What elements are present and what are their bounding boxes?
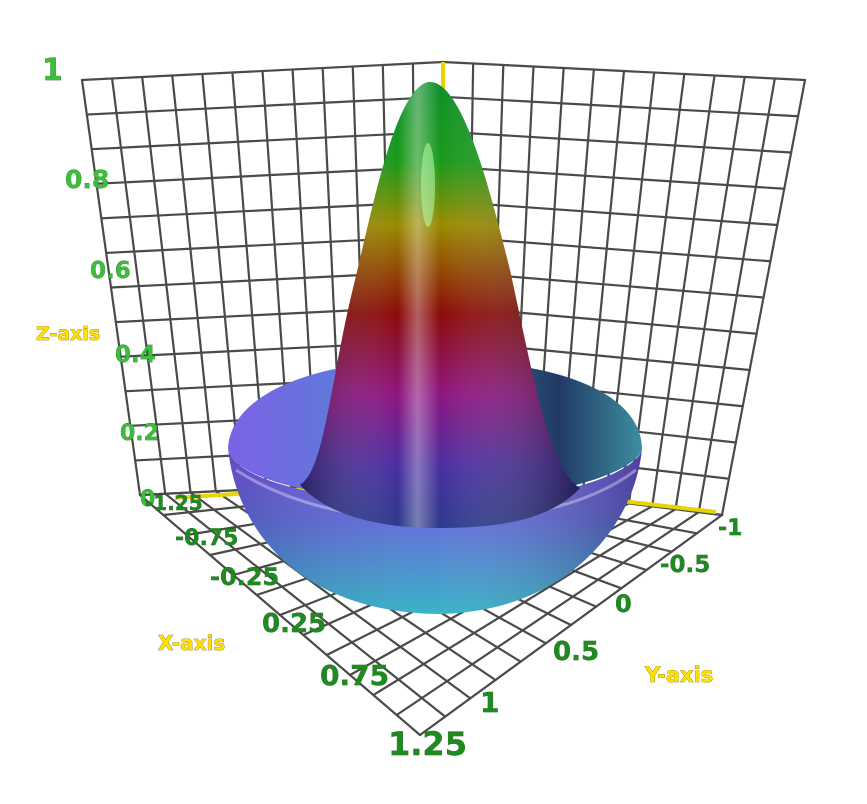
surface-mesh (228, 81, 642, 614)
left-wall-hline (80, 60, 445, 82)
axis-labels: 0 0.2 0.4 0.6 0.8 1 -1.25 -0.75 -0.25 0.25 0.75 1.2… (36, 53, 743, 763)
left-wall-hline (90, 130, 445, 151)
floor-line-a (395, 510, 700, 717)
z-axis-title: Z-axis (36, 323, 100, 345)
x-tick-label: -1.25 (145, 491, 203, 515)
z-tick-label: 0.6 (90, 258, 131, 284)
z-tick-label: 0.8 (65, 165, 109, 194)
right-wall-vline (697, 77, 776, 514)
right-wall-hline (441, 130, 793, 154)
z-tick-label: 0 (140, 487, 155, 512)
right-wall-vline (720, 78, 807, 517)
y-tick-label: 0.5 (553, 637, 599, 667)
z-tick-label: 1 (42, 53, 63, 88)
right-wall-hline (441, 60, 807, 82)
y-tick-label: 0 (615, 590, 632, 618)
floor-line-a (418, 513, 724, 737)
y-tick-label: 1 (480, 686, 499, 719)
x-axis-title: X-axis (158, 631, 225, 655)
x-tick-label: -0.75 (175, 526, 238, 551)
x-tick-label: 0.25 (262, 609, 326, 639)
x-tick-label: 1.25 (388, 725, 467, 763)
y-tick-label: -1 (718, 516, 742, 541)
right-wall-hline (441, 95, 800, 118)
y-tick-label: -0.5 (660, 552, 710, 578)
right-wall-vline (651, 74, 716, 508)
x-tick-label: 0.75 (320, 659, 389, 692)
left-wall-hline (85, 95, 445, 116)
x-tick-label: -0.25 (210, 563, 279, 591)
y-axis-title: Y-axis (644, 663, 713, 687)
z-tick-label: 0.4 (115, 342, 156, 368)
z-tick-label: 0.2 (120, 421, 159, 446)
